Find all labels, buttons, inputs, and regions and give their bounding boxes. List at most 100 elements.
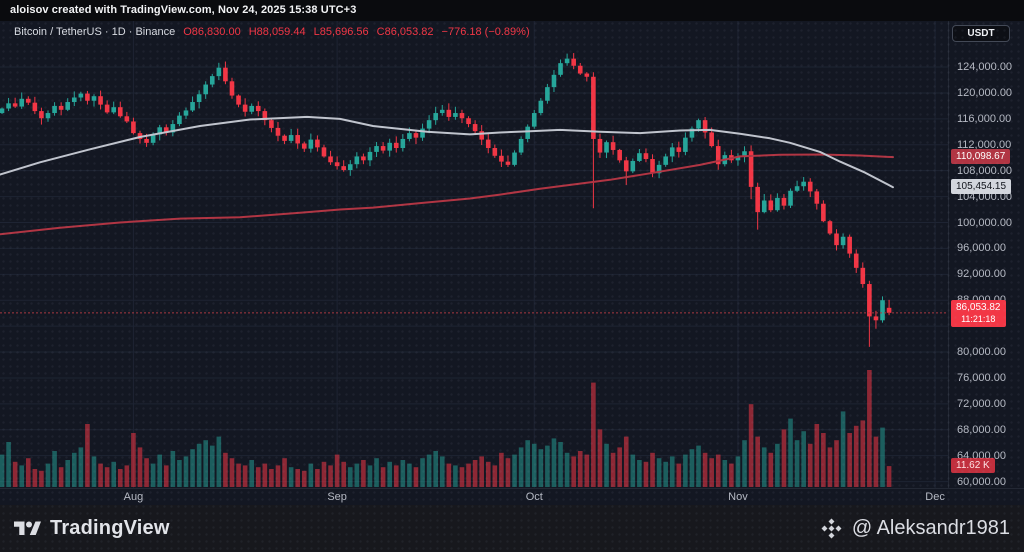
volume-bar [505,458,511,487]
candle-body [32,102,38,112]
ohlc-values: O86,830.00 H88,059.44 L85,696.56 C86,053.82… [175,26,529,38]
candle-body [229,81,235,96]
candle-body [538,100,544,114]
volume-bar [676,463,682,487]
candle-body [637,153,642,161]
price-tick-label: 116,000.00 [957,112,1012,125]
price-axis[interactable]: USDT 124,000.00 120,000.00 116,000.00 112,0… [948,20,1024,488]
volume-bar [104,467,110,487]
volume-bar [196,443,202,487]
candle-body [0,108,5,114]
tradingview-logo[interactable]: TradingView [14,517,170,540]
candle-body [873,316,879,321]
volume-bar [643,461,649,487]
volume-bar [610,452,616,487]
volume-bar [65,460,71,487]
volume-bar [577,451,583,487]
volume-bar [696,445,701,487]
volume-bar [426,454,432,487]
volume-bar [236,463,241,487]
candle-body [814,191,820,204]
candle-body [821,203,826,222]
volume-bar [98,463,103,487]
candle-body [275,127,281,136]
candle-body [761,200,767,213]
candle-body [610,142,616,150]
candle-body [328,156,333,163]
volume-bar [354,463,360,487]
volume-bar [604,443,609,487]
candle-body [768,200,774,211]
currency-toggle-button[interactable]: USDT [952,25,1010,42]
volume-bar [163,465,169,487]
volume-bar [413,467,419,487]
candle-body [788,190,793,206]
candle-body [131,121,136,134]
candle-body [183,110,189,116]
candle-body [775,197,780,211]
volume-bar [361,460,366,487]
candle-body [748,151,754,187]
candle-body [781,197,787,206]
candle-body [19,98,25,107]
candle-body [446,109,452,117]
candle-body [236,95,241,105]
volume-bar [341,461,346,487]
volume-bar [58,467,64,487]
candle-body [321,147,327,157]
volume-bar [203,440,209,487]
candle-body [190,102,195,111]
volume-bar [45,463,51,487]
candle-body [518,138,524,153]
price-tick-label: 76,000.00 [957,371,1006,384]
candle-body [860,267,866,285]
candle-body [255,105,261,112]
volume-bar [827,447,833,487]
candle-body [223,67,228,82]
volume-bar [650,452,655,487]
candle-body [439,109,445,114]
candle-body [170,124,176,133]
volume-bar [400,460,406,487]
candle-body [485,139,491,149]
time-tick-label: Nov [728,491,748,503]
g-ma-fast [0,115,894,189]
candle-body [78,93,84,98]
candle-body [617,149,622,161]
volume-bar [794,440,800,487]
candle-body [91,96,97,101]
candle-body [347,164,353,171]
volume-bar [459,467,465,487]
candle-body [387,142,392,151]
candle-body [886,307,892,313]
symbol-title[interactable]: Bitcoin / TetherUS · 1D · Binance [14,26,176,38]
volume-bar [295,469,300,487]
candles-layer [0,53,892,347]
ohlc-value: H88,059.44 [248,26,306,38]
candle-body [301,143,307,149]
volume-bar [801,431,806,487]
candle-body [499,155,504,162]
candle-body [393,142,399,149]
candle-body [492,148,498,156]
candle-body [459,113,465,119]
price-tick-label: 68,000.00 [957,423,1006,436]
candle-body [6,103,11,109]
volume-bar [735,456,741,487]
candle-body [124,116,130,122]
candle-body [52,105,57,114]
candle-body [269,120,274,128]
candle-body [867,284,872,317]
volume-bar [321,461,327,487]
volume-bar [420,458,425,487]
volume-bar [315,469,320,487]
ohlc-value: O86,830.00 [183,26,241,38]
volume-bar [144,458,149,487]
volume-bar [124,465,130,487]
time-tick-label: Dec [925,491,945,503]
volume-bar [223,452,228,487]
time-axis[interactable]: Aug Sep Oct Nov Dec [0,488,1024,505]
candle-body [288,135,294,141]
volume-bar [308,463,314,487]
